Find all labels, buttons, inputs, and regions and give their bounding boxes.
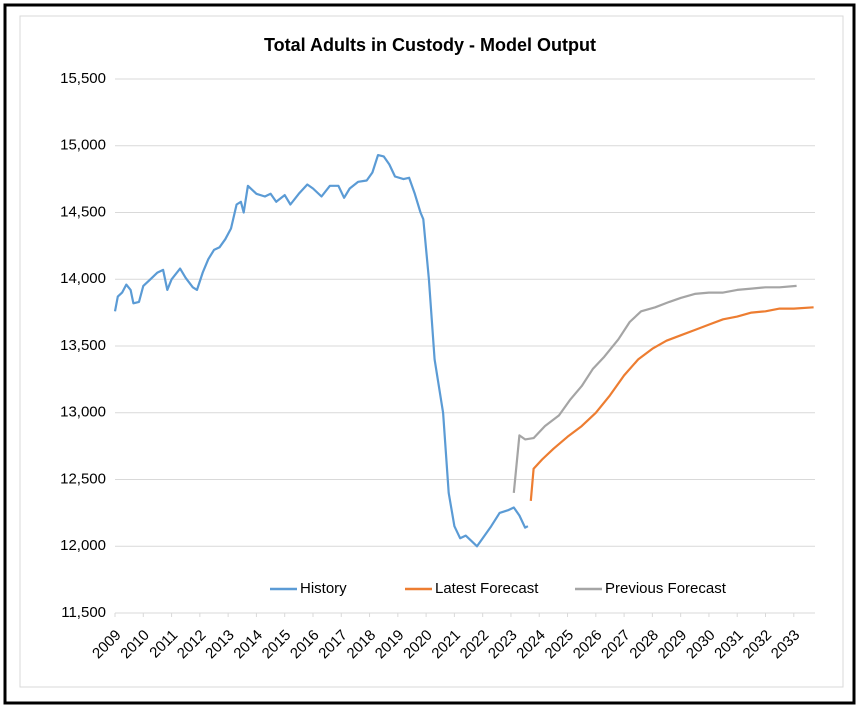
chart-title: Total Adults in Custody - Model Output: [264, 35, 596, 55]
legend-label: Previous Forecast: [605, 580, 727, 597]
series-line: [113, 154, 529, 548]
y-tick-label: 13,500: [60, 337, 106, 354]
y-tick-label: 12,000: [60, 537, 106, 554]
legend-label: Latest Forecast: [435, 580, 539, 597]
y-tick-label: 13,000: [60, 404, 106, 421]
series-line: [529, 306, 814, 501]
y-tick-label: 15,000: [60, 137, 106, 154]
y-tick-label: 14,500: [60, 203, 106, 220]
legend-label: History: [300, 580, 347, 597]
chart-area: [19, 15, 844, 688]
y-tick-label: 12,500: [60, 470, 106, 487]
y-tick-label: 14,000: [60, 270, 106, 287]
outer-frame: [3, 3, 856, 705]
series-line: [512, 284, 797, 494]
y-tick-label: 11,500: [61, 604, 106, 621]
y-tick-label: 15,500: [60, 70, 106, 87]
